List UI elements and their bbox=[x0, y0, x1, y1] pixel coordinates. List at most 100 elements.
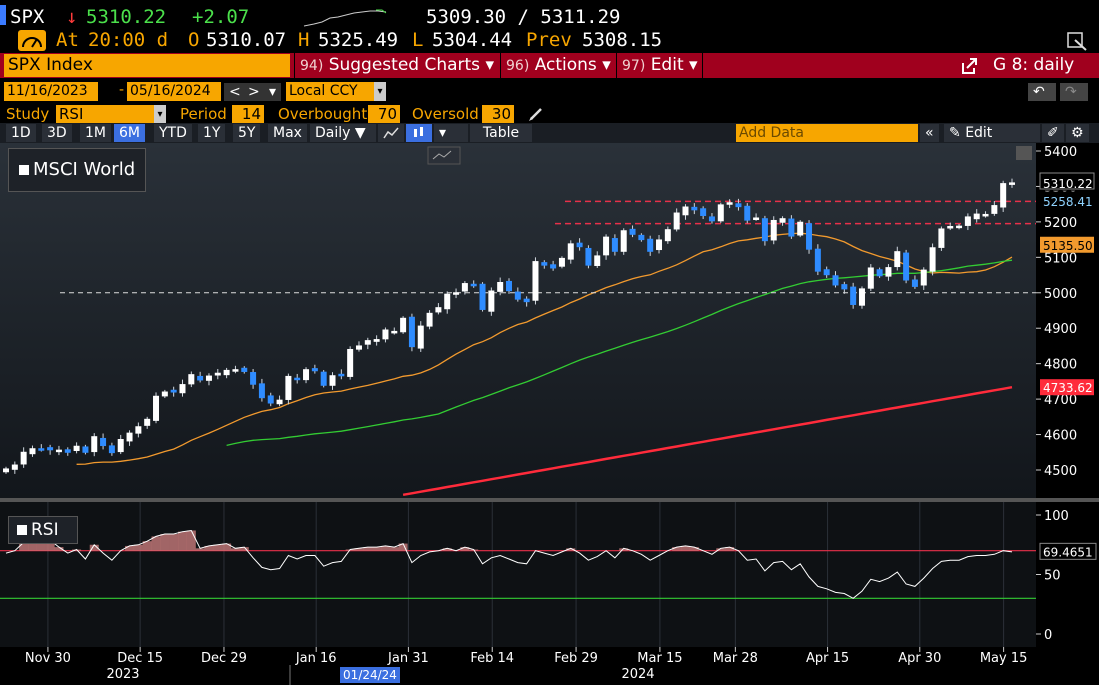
candle-chart-icon[interactable] bbox=[406, 124, 432, 142]
undo-button[interactable]: ↶ bbox=[1028, 83, 1056, 101]
candle bbox=[1009, 178, 1015, 188]
price-tick-label: 4900 bbox=[1044, 322, 1077, 337]
candle-body bbox=[153, 395, 160, 421]
candle bbox=[867, 264, 874, 292]
settings-gear-icon[interactable]: ⚙ bbox=[1066, 124, 1089, 142]
rsi-overbought-fill bbox=[680, 545, 690, 551]
price-tick-label: 4600 bbox=[1044, 429, 1077, 444]
actions-menu[interactable]: 96) Actions ▾ bbox=[506, 55, 611, 75]
frequency-select[interactable]: Daily ▼ bbox=[310, 124, 376, 142]
candle-body bbox=[761, 218, 768, 242]
price-tick-label: 4800 bbox=[1044, 358, 1077, 373]
end-date-input[interactable]: 05/16/2024 bbox=[127, 82, 221, 101]
candle-body bbox=[355, 345, 362, 350]
candle-body bbox=[320, 371, 327, 386]
candle-body bbox=[929, 247, 936, 272]
candle-body bbox=[682, 206, 689, 216]
next-range-button[interactable]: > bbox=[243, 83, 265, 101]
line-chart-icon[interactable] bbox=[378, 124, 404, 142]
candle-body bbox=[444, 293, 451, 310]
price-panel-bg bbox=[0, 143, 1036, 498]
candle-body bbox=[964, 216, 971, 226]
candle bbox=[497, 277, 504, 296]
candle bbox=[223, 367, 230, 379]
candle bbox=[108, 442, 115, 456]
candle-body bbox=[470, 283, 477, 287]
rsi-overbought-fill bbox=[89, 544, 99, 551]
price-chart[interactable]: 5400530052005100500049004800470046004500… bbox=[0, 143, 1099, 685]
security-field[interactable]: SPX Index bbox=[4, 54, 290, 77]
candle-body bbox=[20, 451, 27, 465]
candle bbox=[205, 373, 212, 386]
collapse-icon[interactable]: « bbox=[920, 124, 939, 142]
add-data-input[interactable]: Add Data bbox=[736, 124, 918, 142]
overbought-input[interactable]: 70 bbox=[368, 105, 400, 123]
rsi-overbought-fill bbox=[389, 547, 399, 551]
candle bbox=[788, 215, 795, 239]
period-ytd-button[interactable]: YTD bbox=[154, 124, 192, 142]
candle-body bbox=[753, 217, 760, 220]
gauge-icon[interactable] bbox=[18, 30, 46, 51]
rsi-overbought-fill bbox=[566, 548, 576, 551]
candle-body bbox=[1000, 183, 1007, 208]
candle bbox=[20, 447, 27, 468]
candle-body bbox=[850, 286, 857, 305]
suggested-charts-menu[interactable]: 94) Suggested Charts ▾ bbox=[300, 55, 494, 75]
prev-range-button[interactable]: < bbox=[224, 83, 246, 101]
annotate-icon[interactable]: ✐ bbox=[1042, 124, 1064, 142]
pencil-icon[interactable] bbox=[528, 106, 544, 122]
candle bbox=[567, 240, 574, 264]
ticker[interactable]: SPX bbox=[10, 6, 45, 28]
candle-body bbox=[223, 369, 230, 376]
period-1d-button[interactable]: 1D bbox=[6, 124, 36, 142]
cursor-date-box bbox=[340, 667, 400, 683]
rsi-overbought-fill bbox=[19, 542, 29, 551]
legend-rsi[interactable]: RSI bbox=[8, 516, 78, 544]
candle bbox=[603, 234, 610, 260]
edit-chart-button[interactable]: ✎ Edit Chart bbox=[944, 124, 1040, 159]
candle bbox=[541, 260, 548, 269]
graph-label[interactable]: G 8: daily bbox=[993, 55, 1075, 75]
range-picker-button[interactable]: ▾ bbox=[264, 83, 282, 101]
oversold-input[interactable]: 30 bbox=[482, 105, 514, 123]
redo-button[interactable]: ↷ bbox=[1060, 83, 1088, 101]
study-select[interactable]: RSI ▾ bbox=[56, 105, 166, 123]
period-max-button[interactable]: Max bbox=[268, 124, 307, 142]
candle bbox=[135, 422, 142, 438]
period-input[interactable]: 14 bbox=[232, 105, 264, 123]
period-5y-button[interactable]: 5Y bbox=[233, 124, 261, 142]
chart-type-dropdown[interactable]: ▾ bbox=[434, 124, 468, 142]
rsi-overbought-fill bbox=[363, 547, 373, 551]
pop-out-icon[interactable] bbox=[1066, 31, 1088, 51]
candle-body bbox=[373, 339, 380, 342]
start-date-input[interactable]: 11/16/2023 bbox=[4, 82, 98, 101]
legend-msci-world[interactable]: MSCI World bbox=[8, 148, 146, 192]
candle bbox=[726, 199, 733, 209]
period-1y-button[interactable]: 1Y bbox=[198, 124, 226, 142]
rsi-overbought-fill bbox=[239, 547, 249, 551]
candle bbox=[117, 434, 124, 455]
candle-body bbox=[241, 367, 248, 372]
rsi-overbought-fill bbox=[716, 548, 726, 551]
candle bbox=[841, 281, 848, 294]
rsi-overbought-fill bbox=[689, 547, 699, 551]
sparkline-icon bbox=[303, 9, 387, 27]
rsi-overbought-fill bbox=[54, 547, 64, 551]
prev-value: 5308.15 bbox=[582, 29, 663, 51]
table-button[interactable]: Table bbox=[470, 124, 532, 142]
period-1m-button[interactable]: 1M bbox=[80, 124, 111, 142]
rsi-last-label: 69.4651 bbox=[1043, 545, 1093, 559]
candle-body bbox=[303, 369, 310, 381]
candle-body bbox=[29, 448, 36, 455]
edit-menu[interactable]: 97) Edit ▾ bbox=[622, 55, 698, 75]
candle-body bbox=[550, 264, 557, 269]
period-3d-button[interactable]: 3D bbox=[42, 124, 72, 142]
currency-select[interactable]: Local CCY ▾ bbox=[286, 82, 386, 101]
export-icon[interactable] bbox=[960, 57, 978, 75]
at-label: At bbox=[56, 29, 79, 51]
candle bbox=[126, 430, 133, 446]
year-label: 2024 bbox=[621, 667, 654, 682]
period-6m-button[interactable]: 6M bbox=[114, 124, 145, 142]
rsi-overbought-fill bbox=[398, 543, 408, 551]
candle-body bbox=[506, 280, 512, 292]
